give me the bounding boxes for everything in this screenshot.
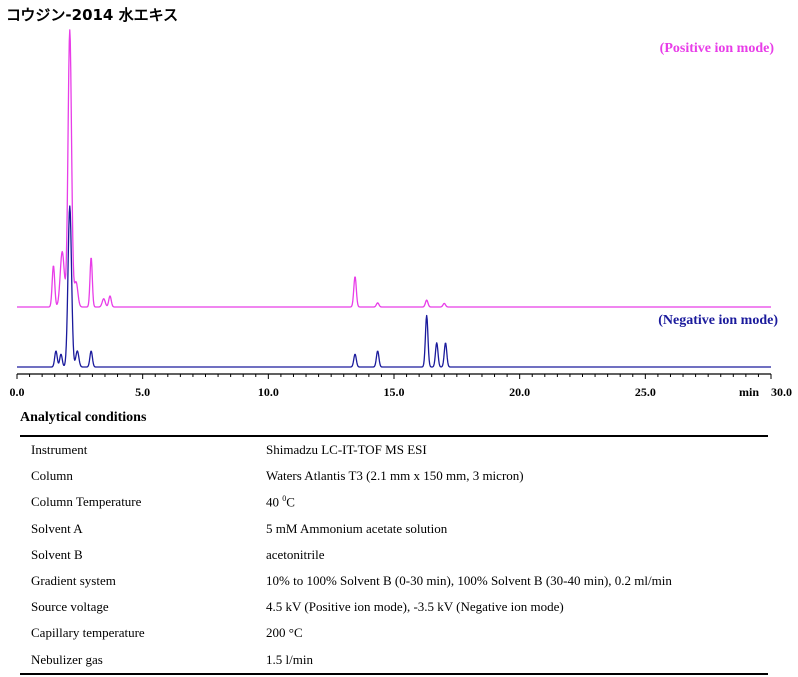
condition-label: Solvent A bbox=[31, 520, 83, 536]
series-line bbox=[16, 205, 772, 368]
x-axis-label: min bbox=[739, 385, 759, 399]
table-row: Capillary temperature 200 °C bbox=[20, 620, 768, 646]
x-tick-label: 15.0 bbox=[384, 385, 405, 399]
condition-value: 10% to 100% Solvent B (0-30 min), 100% S… bbox=[266, 573, 672, 589]
degree-superscript: 0 bbox=[282, 494, 287, 504]
x-tick-label: 5.0 bbox=[135, 385, 150, 399]
condition-label: Capillary temperature bbox=[31, 625, 145, 641]
negative-mode-label: (Negative ion mode) bbox=[658, 313, 778, 328]
condition-label: Gradient system bbox=[31, 573, 116, 589]
x-tick-label: 25.0 bbox=[635, 385, 656, 399]
table-row: Nebulizer gas 1.5 l/min bbox=[20, 647, 768, 674]
table-row: Column Waters Atlantis T3 (2.1 mm x 150 … bbox=[20, 463, 768, 489]
condition-label: Source voltage bbox=[31, 599, 109, 615]
table-row: Source voltage 4.5 kV (Positive ion mode… bbox=[20, 594, 768, 620]
condition-value: Shimadzu LC-IT-TOF MS ESI bbox=[266, 442, 427, 458]
condition-value: 40 0C bbox=[266, 489, 768, 515]
condition-value: acetonitrile bbox=[266, 546, 325, 562]
x-tick-label: 10.0 bbox=[258, 385, 279, 399]
table-row: Solvent B acetonitrile bbox=[20, 542, 768, 568]
condition-value: Waters Atlantis T3 (2.1 mm x 150 mm, 3 m… bbox=[266, 468, 524, 484]
series-line bbox=[16, 29, 772, 308]
condition-label: Column Temperature bbox=[31, 494, 142, 510]
condition-value: 200 °C bbox=[266, 625, 303, 641]
x-tick-label: 20.0 bbox=[509, 385, 530, 399]
condition-value: 4.5 kV (Positive ion mode), -3.5 kV (Neg… bbox=[266, 599, 564, 615]
positive-mode-label: (Positive ion mode) bbox=[659, 41, 774, 56]
condition-label: Column bbox=[31, 468, 73, 484]
temperature-unit: C bbox=[286, 494, 295, 510]
x-tick-label: 0.0 bbox=[10, 385, 25, 399]
condition-value: 5 mM Ammonium acetate solution bbox=[266, 520, 448, 536]
conditions-table: Instrument Shimadzu LC-IT-TOF MS ESI Col… bbox=[20, 435, 768, 675]
table-row: Gradient system 10% to 100% Solvent B (0… bbox=[20, 568, 768, 594]
conditions-title: Analytical conditions bbox=[20, 410, 147, 425]
chromatogram: 0.0 5.0 10.0 15.0 20.0 25.0 30.0 min bbox=[10, 29, 792, 399]
chart-title: コウジン-2014 水エキス bbox=[6, 6, 179, 24]
table-row: Column Temperature 40 0C bbox=[20, 489, 768, 515]
table-row: Instrument Shimadzu LC-IT-TOF MS ESI bbox=[20, 436, 768, 463]
condition-value: 1.5 l/min bbox=[266, 651, 313, 667]
condition-label: Nebulizer gas bbox=[31, 651, 103, 667]
condition-label: Solvent B bbox=[31, 546, 83, 562]
condition-label: Instrument bbox=[31, 442, 88, 458]
temperature-value: 40 bbox=[266, 494, 283, 510]
x-tick-label: 30.0 bbox=[771, 385, 792, 399]
table-row: Solvent A 5 mM Ammonium acetate solution bbox=[20, 516, 768, 542]
